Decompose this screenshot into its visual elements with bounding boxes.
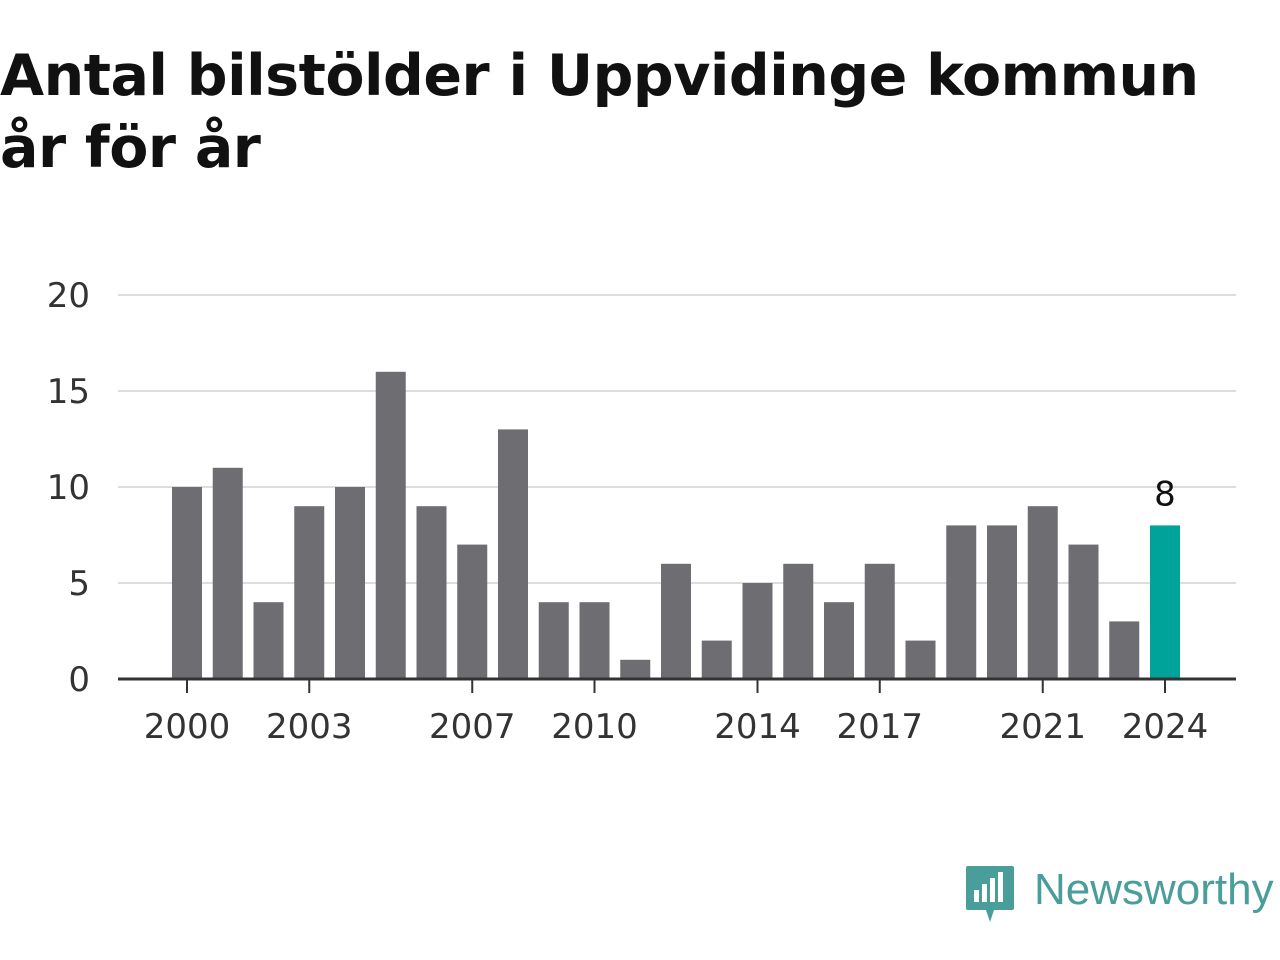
bar bbox=[661, 563, 691, 679]
y-tick-label: 10 bbox=[47, 468, 90, 508]
bar bbox=[946, 525, 977, 679]
x-tick-label: 2014 bbox=[714, 707, 801, 747]
chart-title: Antal bilstölder i Uppvidinge kommun år … bbox=[0, 43, 1199, 181]
bar bbox=[457, 544, 488, 679]
bar bbox=[1109, 621, 1140, 679]
y-tick-label: 20 bbox=[47, 276, 90, 316]
bar bbox=[375, 371, 406, 679]
x-tick-label: 2000 bbox=[144, 707, 231, 747]
bar bbox=[294, 506, 325, 679]
bar bbox=[172, 487, 202, 679]
bar bbox=[253, 602, 284, 679]
bar-highlight bbox=[1150, 525, 1180, 679]
bar bbox=[701, 640, 732, 679]
bar bbox=[1068, 544, 1099, 679]
y-tick-label: 0 bbox=[68, 660, 90, 700]
bar bbox=[212, 467, 243, 679]
bar bbox=[742, 583, 773, 679]
bar bbox=[987, 525, 1017, 679]
x-tick-label: 2010 bbox=[551, 707, 638, 747]
bar bbox=[783, 563, 814, 679]
bar bbox=[538, 602, 569, 679]
bar bbox=[620, 659, 651, 679]
newsworthy-chart-bubble-icon bbox=[966, 866, 1014, 922]
logo-text: Newsworthy bbox=[1034, 865, 1274, 914]
bar bbox=[416, 506, 447, 679]
bars bbox=[172, 371, 1180, 679]
x-tick-label: 2017 bbox=[836, 707, 923, 747]
gridlines bbox=[118, 294, 1236, 584]
bar bbox=[824, 602, 854, 679]
x-tick-label: 2024 bbox=[1122, 707, 1209, 747]
axes bbox=[118, 677, 1236, 693]
bar bbox=[498, 429, 528, 679]
bar bbox=[335, 487, 365, 679]
x-tick-label: 2021 bbox=[999, 707, 1086, 747]
bar bbox=[1027, 506, 1058, 679]
y-tick-label: 15 bbox=[47, 372, 90, 412]
bar bbox=[905, 640, 936, 679]
y-tick-label: 5 bbox=[68, 564, 90, 604]
bar bbox=[579, 602, 610, 679]
x-tick-label: 2007 bbox=[429, 707, 516, 747]
labels: 0 5 10 15 20 8 2000 2003 2007 2010 2014 2017 2021 202… bbox=[47, 276, 1209, 747]
value-label: 8 bbox=[1154, 474, 1176, 514]
newsworthy-logo: Newsworthy bbox=[964, 864, 1274, 928]
bar bbox=[864, 563, 895, 679]
x-tick-label: 2003 bbox=[266, 707, 353, 747]
